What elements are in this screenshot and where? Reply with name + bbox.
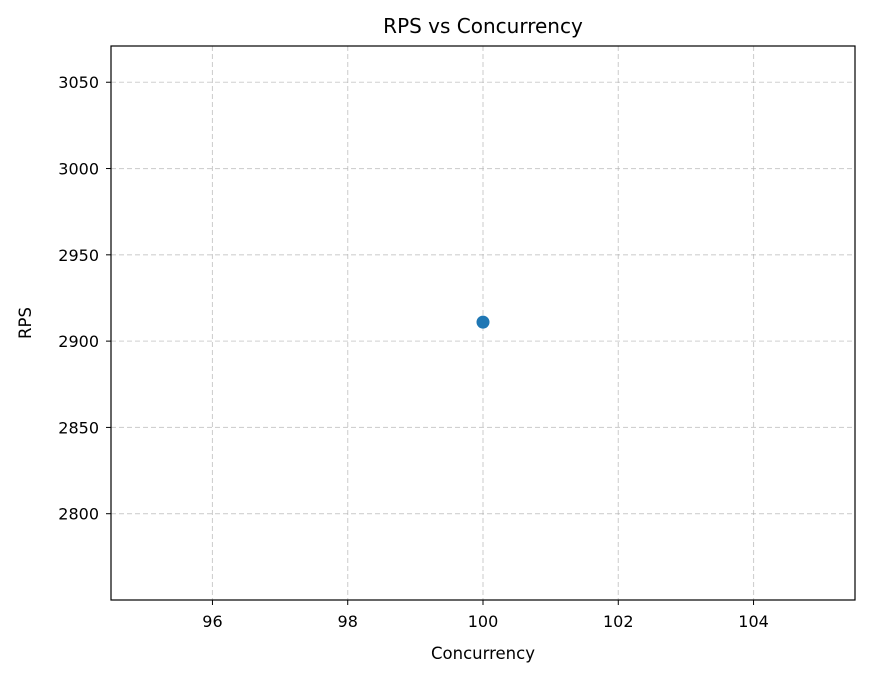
y-tick-label: 2850 (58, 418, 99, 437)
grid (111, 46, 855, 600)
y-axis-ticks: 2800 2850 2900 2950 3000 3050 (58, 73, 111, 524)
y-tick-label: 2950 (58, 246, 99, 265)
x-tick-label: 104 (738, 612, 769, 631)
x-axis-ticks: 96 98 100 102 104 (202, 600, 769, 631)
y-tick-label: 2800 (58, 505, 99, 524)
x-tick-label: 96 (202, 612, 222, 631)
data-points (476, 315, 490, 329)
chart-title: RPS vs Concurrency (383, 14, 583, 38)
x-tick-label: 98 (338, 612, 358, 631)
y-tick-label: 2900 (58, 332, 99, 351)
x-tick-label: 102 (603, 612, 634, 631)
y-axis-label: RPS (16, 307, 35, 339)
data-point (476, 315, 490, 329)
y-tick-label: 3000 (58, 160, 99, 179)
x-axis-label: Concurrency (431, 644, 535, 663)
x-tick-label: 100 (468, 612, 499, 631)
y-tick-label: 3050 (58, 73, 99, 92)
